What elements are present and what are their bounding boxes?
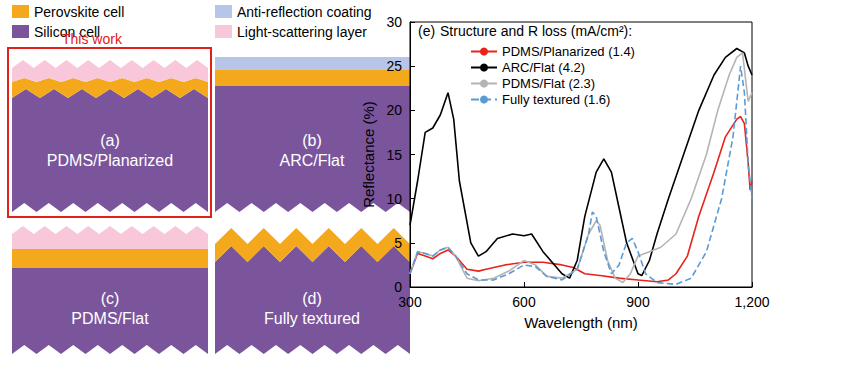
svg-text:15: 15 bbox=[386, 147, 402, 163]
svg-text:ARC/Flat (4.2): ARC/Flat (4.2) bbox=[502, 60, 585, 75]
svg-text:600: 600 bbox=[512, 294, 536, 310]
svg-text:This work: This work bbox=[62, 31, 123, 47]
svg-text:Light-scattering layer: Light-scattering layer bbox=[237, 24, 367, 40]
svg-text:10: 10 bbox=[386, 191, 402, 207]
svg-text:ARC/Flat: ARC/Flat bbox=[280, 152, 345, 169]
svg-text:300: 300 bbox=[398, 294, 422, 310]
svg-text:Anti-reflection coating: Anti-reflection coating bbox=[237, 4, 372, 20]
svg-text:(b): (b) bbox=[302, 132, 322, 149]
svg-text:5: 5 bbox=[394, 235, 402, 251]
svg-text:1,200: 1,200 bbox=[734, 294, 769, 310]
svg-text:(a): (a) bbox=[100, 132, 120, 149]
svg-text:(e): (e) bbox=[418, 23, 435, 39]
svg-text:PDMS/Flat (2.3): PDMS/Flat (2.3) bbox=[502, 76, 595, 91]
svg-text:PDMS/Planarized (1.4): PDMS/Planarized (1.4) bbox=[502, 44, 635, 59]
svg-text:Fully textured: Fully textured bbox=[264, 310, 360, 327]
svg-text:Fully textured (1.6): Fully textured (1.6) bbox=[502, 92, 610, 107]
svg-text:(c): (c) bbox=[101, 290, 120, 307]
svg-text:PDMS/Flat: PDMS/Flat bbox=[71, 310, 149, 327]
svg-text:20: 20 bbox=[386, 102, 402, 118]
svg-text:900: 900 bbox=[626, 294, 650, 310]
svg-text:30: 30 bbox=[386, 14, 402, 30]
svg-text:PDMS/Planarized: PDMS/Planarized bbox=[47, 152, 173, 169]
svg-text:Wavelength (nm): Wavelength (nm) bbox=[524, 314, 638, 331]
svg-text:0: 0 bbox=[394, 279, 402, 295]
svg-text:Structure and R loss (mA/cm²):: Structure and R loss (mA/cm²): bbox=[440, 23, 632, 39]
svg-text:(d): (d) bbox=[302, 290, 322, 307]
svg-text:Reflectance (%): Reflectance (%) bbox=[360, 101, 377, 208]
svg-text:Perovskite cell: Perovskite cell bbox=[34, 4, 124, 20]
svg-text:25: 25 bbox=[386, 58, 402, 74]
